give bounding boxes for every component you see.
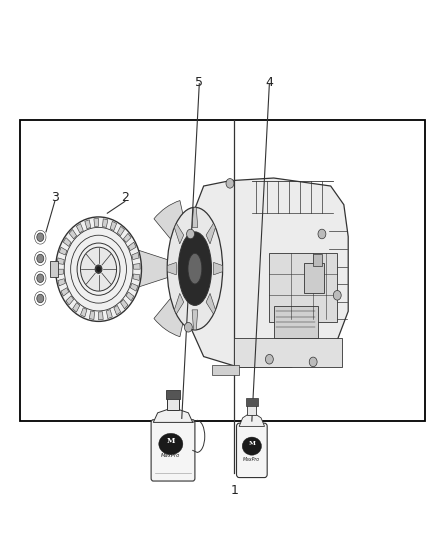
Polygon shape [85,220,91,229]
Wedge shape [195,200,236,269]
Polygon shape [99,312,103,320]
Text: MaxPro: MaxPro [161,453,180,458]
Bar [234,338,342,367]
Polygon shape [174,293,184,314]
Text: 5: 5 [195,76,203,88]
Polygon shape [239,415,265,426]
Ellipse shape [81,247,117,291]
Polygon shape [64,238,71,246]
Circle shape [37,294,44,303]
Ellipse shape [56,217,141,321]
Bar [247,405,256,415]
Polygon shape [153,409,193,422]
Polygon shape [69,230,77,239]
Circle shape [37,274,44,282]
Polygon shape [106,310,112,319]
Polygon shape [126,292,134,301]
Circle shape [309,357,317,367]
Polygon shape [192,310,198,330]
Polygon shape [59,247,67,255]
Bar [167,398,179,409]
Polygon shape [57,258,64,264]
Wedge shape [154,200,195,269]
Text: MaxPro: MaxPro [243,457,261,463]
Polygon shape [192,207,198,228]
Polygon shape [117,227,124,236]
Polygon shape [110,221,117,231]
Polygon shape [133,274,140,280]
Polygon shape [57,269,64,275]
Text: 3: 3 [51,191,59,204]
Ellipse shape [95,265,102,273]
Circle shape [37,254,44,263]
Polygon shape [66,296,74,305]
Bar [246,398,258,406]
Wedge shape [195,269,236,337]
Circle shape [96,266,101,272]
Polygon shape [94,219,99,227]
Circle shape [333,290,341,300]
Wedge shape [137,251,195,287]
Text: 1: 1 [230,484,238,497]
Wedge shape [154,269,195,337]
Bar [20,120,425,421]
Polygon shape [186,178,348,367]
Bar [269,253,337,322]
Circle shape [226,179,234,188]
Polygon shape [81,308,87,317]
Polygon shape [73,303,80,312]
Polygon shape [58,279,65,286]
Polygon shape [206,293,215,314]
Ellipse shape [188,253,202,284]
Bar [50,261,58,277]
Ellipse shape [178,232,212,305]
Polygon shape [102,219,108,228]
FancyBboxPatch shape [151,420,195,481]
Ellipse shape [167,207,223,330]
Bar [304,263,324,293]
Circle shape [37,233,44,241]
Polygon shape [167,262,176,275]
Polygon shape [132,253,139,260]
Ellipse shape [159,433,183,455]
Text: M: M [248,441,255,446]
Polygon shape [128,242,136,251]
Polygon shape [174,223,184,244]
Text: 2: 2 [121,191,129,204]
Polygon shape [130,284,138,291]
Polygon shape [206,223,215,244]
FancyBboxPatch shape [237,423,267,478]
Polygon shape [61,288,69,296]
Bar [313,254,322,266]
Bar [274,306,318,338]
Text: 4: 4 [265,76,273,88]
Polygon shape [124,233,131,243]
Polygon shape [114,305,121,315]
Ellipse shape [242,437,261,455]
Bar [166,390,180,399]
Polygon shape [76,223,83,233]
Polygon shape [89,311,95,319]
Text: M: M [166,437,175,445]
Polygon shape [214,262,223,275]
Circle shape [318,229,326,239]
Polygon shape [134,263,140,269]
Polygon shape [120,300,128,309]
Circle shape [184,322,192,332]
Bar [212,365,239,375]
Wedge shape [195,251,253,287]
Circle shape [187,229,194,239]
Circle shape [265,354,273,364]
